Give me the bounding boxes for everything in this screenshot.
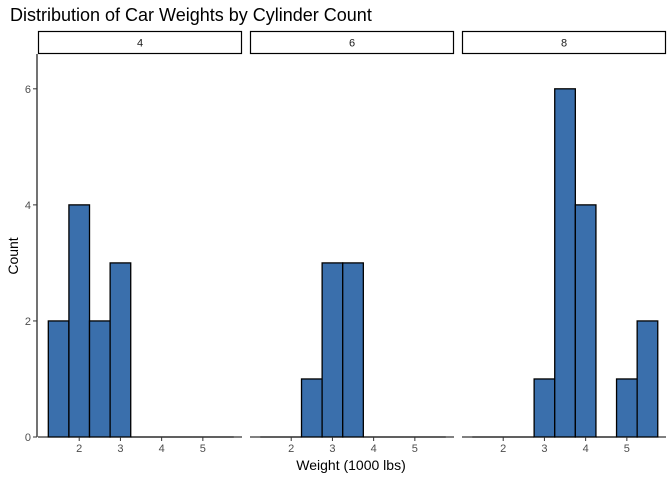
facet-strip-8 xyxy=(461,30,667,55)
x-tick-label: 5 xyxy=(412,443,418,455)
x-tick-label: 2 xyxy=(288,443,294,455)
y-tick-label: 2 xyxy=(25,316,31,328)
facet-strip-4 xyxy=(37,30,243,55)
y-tick-label: 0 xyxy=(25,432,31,444)
x-tick-label: 4 xyxy=(371,443,377,455)
histogram-bar xyxy=(109,262,132,438)
y-axis: 0 2 4 6 xyxy=(25,54,38,444)
histogram-bar xyxy=(47,320,70,438)
x-tick-label: 2 xyxy=(76,443,82,455)
histogram-bar xyxy=(574,204,597,438)
x-tick-label: 3 xyxy=(117,443,123,455)
facet-strip-label: 4 xyxy=(137,38,143,50)
facet-panel-8: 8 2 3 4 5 xyxy=(461,30,667,455)
x-tick-label: 3 xyxy=(329,443,335,455)
facet-strip-6 xyxy=(249,30,455,55)
x-tick-label: 4 xyxy=(159,443,165,455)
y-tick-label: 4 xyxy=(25,200,31,212)
facet-strip-label: 6 xyxy=(349,38,355,50)
x-tick-label: 5 xyxy=(624,443,630,455)
facet-strip-label: 8 xyxy=(561,38,567,50)
y-tick-label: 6 xyxy=(25,84,31,96)
facet-panel-4: 4 2 3 4 5 xyxy=(37,30,243,455)
histogram-bar xyxy=(342,262,364,438)
histogram-bar xyxy=(68,204,91,438)
facet-panel-6: 6 2 3 4 5 xyxy=(249,30,455,455)
x-tick-label: 5 xyxy=(200,443,206,455)
histogram-bar xyxy=(554,88,576,438)
x-tick-label: 4 xyxy=(583,443,589,455)
y-axis-title: Count xyxy=(5,237,21,274)
histogram-bar xyxy=(636,320,659,438)
histogram-bar xyxy=(88,320,111,438)
x-axis-title: Weight (1000 lbs) xyxy=(296,457,405,473)
x-tick-label: 3 xyxy=(541,443,547,455)
histogram-bar xyxy=(300,378,323,438)
histogram-bar xyxy=(321,262,344,438)
histogram-bar xyxy=(533,378,556,438)
histogram-bar xyxy=(615,378,638,438)
x-tick-label: 2 xyxy=(500,443,506,455)
facet-panels: 4 2 3 4 5 6 2 3 4 5 8 2 3 4 5 xyxy=(37,30,667,455)
chart-title: Distribution of Car Weights by Cylinder … xyxy=(10,5,372,25)
